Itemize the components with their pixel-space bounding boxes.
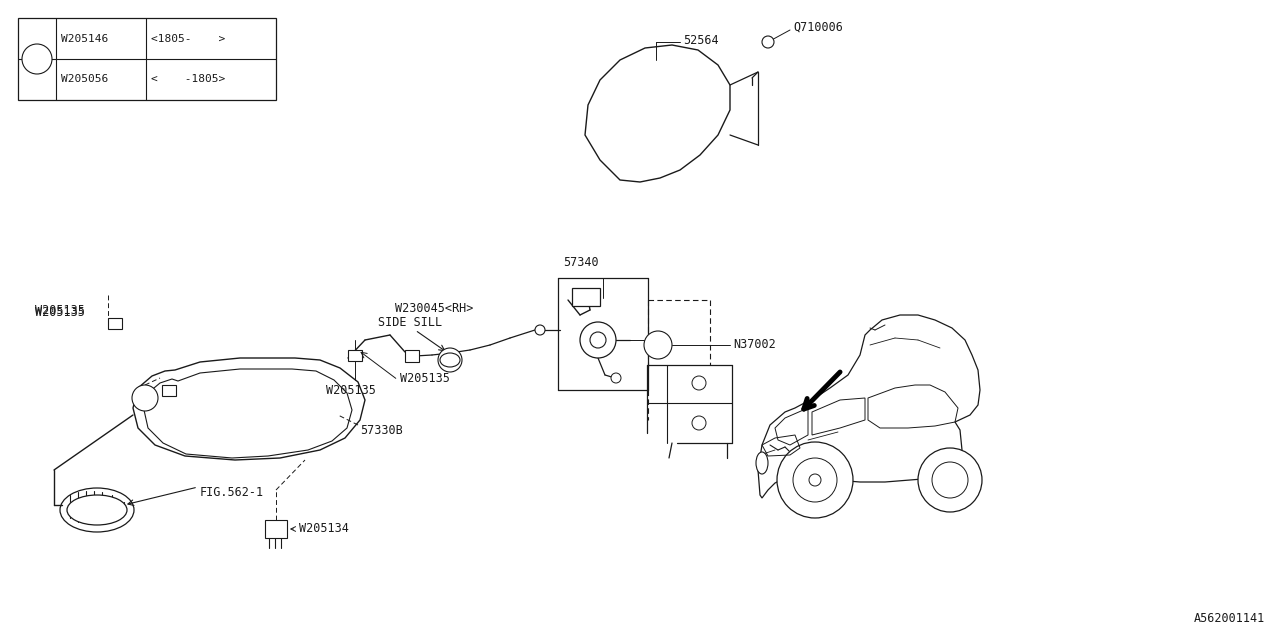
Circle shape [794, 458, 837, 502]
Bar [18, 18, 276, 100]
Circle shape [535, 325, 545, 335]
Text: N37002: N37002 [733, 339, 776, 351]
Text: W205135: W205135 [35, 305, 84, 319]
Text: W205146: W205146 [61, 33, 109, 44]
Text: <1805-    >: <1805- > [151, 33, 225, 44]
Text: 57340: 57340 [563, 257, 599, 269]
Text: W205135: W205135 [326, 383, 376, 397]
Bar [265, 520, 287, 538]
Text: W205135: W205135 [399, 371, 449, 385]
Circle shape [611, 373, 621, 383]
Text: SIDE SILL: SIDE SILL [378, 317, 442, 330]
Circle shape [644, 331, 672, 359]
Ellipse shape [440, 353, 460, 367]
Circle shape [777, 442, 852, 518]
Circle shape [692, 416, 707, 430]
Text: <    -1805>: < -1805> [151, 74, 225, 84]
Circle shape [918, 448, 982, 512]
Text: Q710006: Q710006 [794, 20, 842, 33]
Circle shape [650, 337, 666, 353]
Text: W230045<RH>: W230045<RH> [396, 301, 474, 314]
Bar [572, 288, 600, 306]
Bar [163, 385, 177, 396]
Ellipse shape [67, 495, 127, 525]
Bar [404, 350, 419, 362]
Text: 1: 1 [142, 393, 148, 403]
Text: FIG.562-1: FIG.562-1 [200, 486, 264, 499]
Text: A562001141: A562001141 [1194, 611, 1265, 625]
Circle shape [580, 322, 616, 358]
Circle shape [809, 474, 820, 486]
Bar [348, 350, 362, 361]
Circle shape [590, 332, 605, 348]
Circle shape [132, 385, 157, 411]
Text: W205135: W205135 [35, 303, 84, 317]
Text: 52564: 52564 [684, 33, 718, 47]
Text: W205134: W205134 [291, 522, 349, 536]
Circle shape [932, 462, 968, 498]
Circle shape [22, 44, 52, 74]
Circle shape [438, 348, 462, 372]
Bar [108, 318, 122, 329]
Text: W205056: W205056 [61, 74, 109, 84]
Circle shape [762, 36, 774, 48]
Text: 1: 1 [33, 54, 41, 64]
Circle shape [692, 376, 707, 390]
Ellipse shape [756, 452, 768, 474]
Text: 57330B: 57330B [360, 424, 403, 436]
